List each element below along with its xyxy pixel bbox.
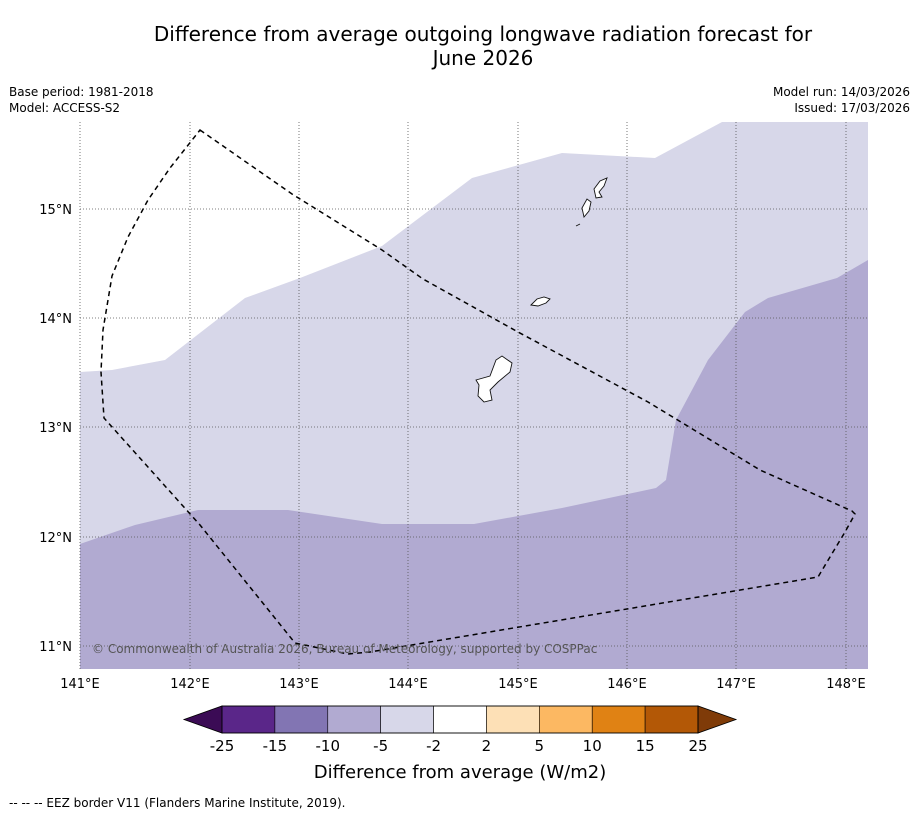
colorbar-tick-labels: -25 -15 -10 -5 -2 2 5 10 15 25 xyxy=(210,737,708,755)
chart-title: Difference from average outgoing longwav… xyxy=(60,22,906,70)
issued-text: Issued: 17/03/2026 xyxy=(794,101,910,115)
map-panel: © Commonwealth of Australia 2026, Bureau… xyxy=(79,122,868,669)
lon-label: 145°E xyxy=(498,677,538,692)
copyright-text: © Commonwealth of Australia 2026, Bureau… xyxy=(92,642,597,656)
chart-title-line2: June 2026 xyxy=(432,46,534,70)
eez-legend-text: -- -- -- EEZ border V11 (Flanders Marine… xyxy=(9,796,346,810)
olr-band-neg10-neg5 xyxy=(80,260,868,669)
colorbar-cell xyxy=(591,705,646,734)
model-text: Model: ACCESS-S2 xyxy=(9,101,121,115)
lon-label: 148°E xyxy=(826,677,866,692)
colorbar-tick-label: -15 xyxy=(263,737,288,755)
lon-label: 147°E xyxy=(716,677,756,692)
lat-label: 15°N xyxy=(39,203,72,218)
colorbar-tick-label: -2 xyxy=(426,737,441,755)
colorbar-tick-label: 2 xyxy=(482,737,492,755)
lon-label: 144°E xyxy=(388,677,428,692)
lat-labels: 15°N 14°N 13°N 12°N 11°N xyxy=(39,203,72,655)
colorbar-under-arrow xyxy=(182,705,223,734)
model-run-text: Model run: 14/03/2026 xyxy=(772,85,910,99)
gridlines xyxy=(79,122,868,669)
colorbar-cell xyxy=(433,705,487,734)
colorbar-cell xyxy=(221,705,276,734)
island-rota xyxy=(530,296,551,307)
colorbar-tick-label: 25 xyxy=(688,737,707,755)
island-aguijan xyxy=(575,223,581,227)
lon-label: 146°E xyxy=(607,677,647,692)
eez-border xyxy=(100,128,856,655)
islands xyxy=(475,177,608,403)
colorbar-cells xyxy=(221,705,699,734)
base-period-text: Base period: 1981-2018 xyxy=(9,85,154,99)
colorbar-over-arrow xyxy=(697,705,738,734)
lon-label: 142°E xyxy=(170,677,210,692)
colorbar-tick-label: -10 xyxy=(316,737,341,755)
colorbar-tick-label: 10 xyxy=(583,737,602,755)
lon-label: 141°E xyxy=(60,677,100,692)
colorbar-cell xyxy=(274,705,329,734)
colorbar-label: Difference from average (W/m2) xyxy=(314,762,606,783)
colorbar-cell xyxy=(486,705,540,734)
lat-label: 11°N xyxy=(39,640,72,655)
colorbar-frame xyxy=(221,705,699,734)
island-saipan xyxy=(593,177,608,199)
lon-label: 143°E xyxy=(279,677,319,692)
colorbar-tick-label: 5 xyxy=(535,737,545,755)
island-guam xyxy=(475,355,513,403)
meta-right: Model run: 14/03/2026 Issued: 17/03/2026 xyxy=(773,84,910,116)
lat-label: 14°N xyxy=(39,312,72,327)
colorbar-cell xyxy=(644,705,699,734)
colorbar: -25 -15 -10 -5 -2 2 5 10 15 25 Difference from av… xyxy=(182,705,738,783)
colorbar-cell xyxy=(380,705,434,734)
chart-title-line1: Difference from average outgoing longwav… xyxy=(153,22,813,46)
colorbar-tick-label: 15 xyxy=(636,737,655,755)
lat-label: 12°N xyxy=(39,531,72,546)
island-tinian xyxy=(581,198,592,218)
colorbar-tick-label: -25 xyxy=(210,737,235,755)
lat-label: 13°N xyxy=(39,421,72,436)
colorbar-cell xyxy=(539,705,593,734)
meta-left: Base period: 1981-2018 Model: ACCESS-S2 xyxy=(9,84,154,116)
colorbar-tick-label: -5 xyxy=(373,737,388,755)
lon-labels: 141°E 142°E 143°E 144°E 145°E 146°E 147°… xyxy=(60,677,866,692)
colorbar-cell xyxy=(327,705,381,734)
